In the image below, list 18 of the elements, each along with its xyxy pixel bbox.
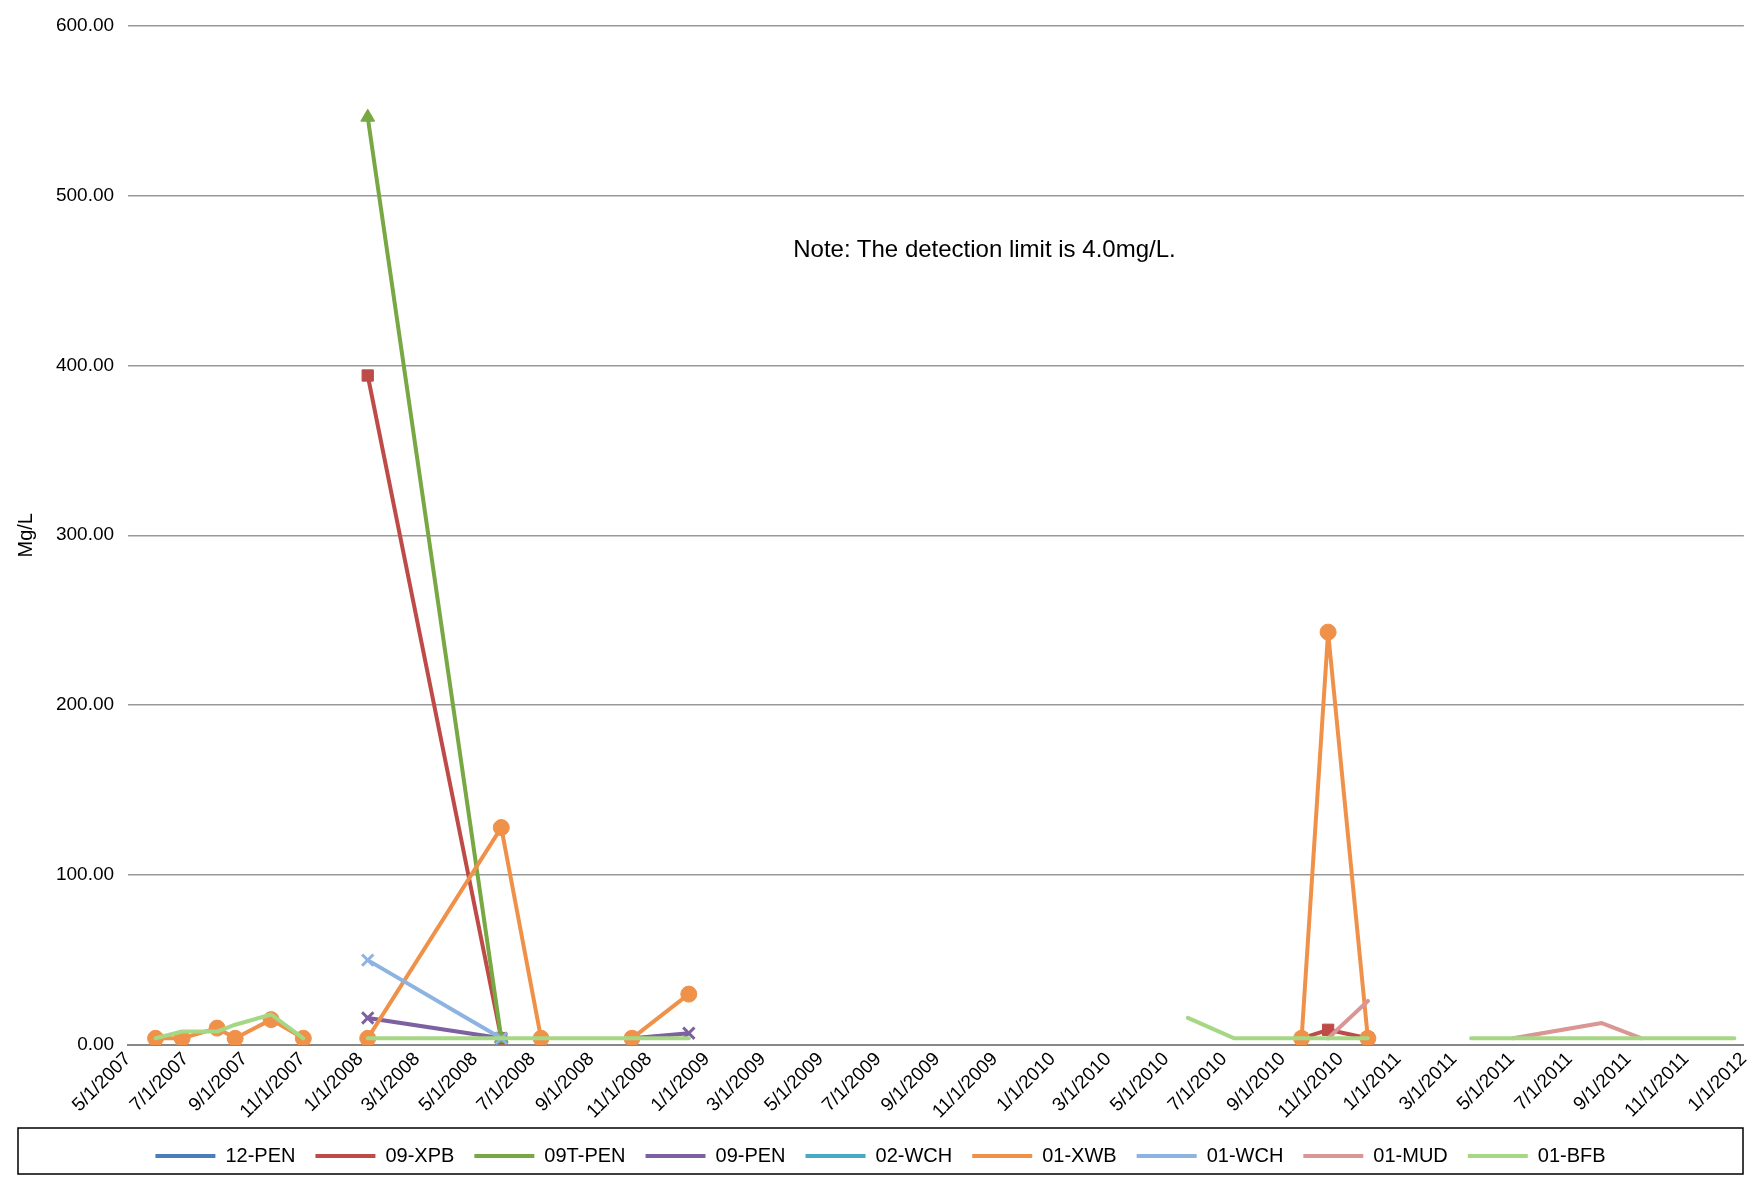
legend-label: 09T-PEN [544,1143,626,1166]
legend-label: 01-BFB [1537,1143,1606,1166]
y-tick-label: 100.00 [55,863,115,885]
y-axis-title: Mg/L [13,513,36,558]
y-tick-label: 300.00 [55,523,115,545]
legend-label: 12-PEN [225,1143,296,1166]
legend-label: 01-XWB [1042,1143,1117,1166]
y-tick-label: 500.00 [55,183,115,205]
legend-label: 01-MUD [1373,1143,1448,1166]
legend-label: 02-WCH [875,1143,953,1166]
y-tick-label: 0.00 [77,1033,115,1055]
annotation: Note: The detection limit is 4.0mg/L. [793,235,1176,263]
y-tick-label: 400.00 [55,353,115,375]
y-tick-label: 200.00 [55,693,115,715]
legend-label: 01-WCH [1206,1143,1284,1166]
y-tick-label: 600.00 [55,13,115,35]
legend-label: 09-PEN [715,1143,786,1166]
legend-label: 09-XPB [385,1143,455,1166]
